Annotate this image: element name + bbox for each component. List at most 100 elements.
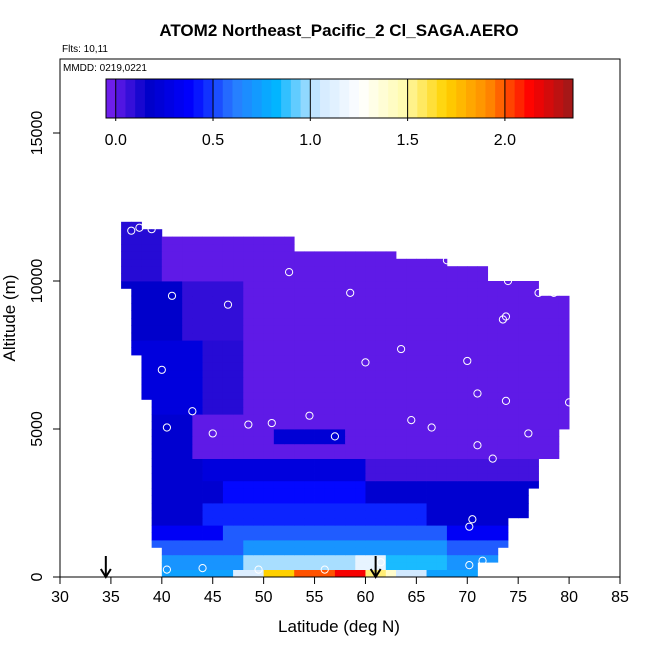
heatmap-cell: [518, 458, 529, 467]
heatmap-cell: [406, 369, 417, 378]
heatmap-cell: [487, 517, 499, 526]
heatmap-cell: [457, 288, 468, 297]
heatmap-cell: [518, 392, 529, 400]
sample-point: [361, 358, 370, 367]
heatmap-cell: [426, 281, 438, 289]
colorbar-cell: [222, 79, 233, 118]
heatmap-cell: [436, 303, 448, 311]
heatmap-cell: [243, 325, 254, 334]
heatmap-cell: [396, 377, 407, 385]
heatmap-cell: [508, 384, 519, 393]
heatmap-cell: [324, 281, 336, 289]
heatmap-cell: [457, 281, 468, 289]
sample-point: [284, 268, 294, 277]
heatmap-cell: [396, 325, 407, 334]
heatmap-cell: [131, 310, 142, 319]
heatmap-cell: [334, 377, 346, 385]
heatmap-cell: [436, 384, 448, 393]
heatmap-cell: [222, 451, 234, 459]
heatmap-cell: [284, 517, 295, 526]
heatmap-cell: [141, 273, 153, 282]
heatmap-cell: [233, 244, 244, 252]
heatmap-cell: [416, 480, 427, 489]
heatmap-cell: [222, 562, 234, 570]
heatmap-cell: [284, 295, 295, 304]
heatmap-cell: [284, 355, 295, 363]
heatmap-cell: [406, 495, 417, 504]
heatmap-cell: [212, 525, 224, 533]
heatmap-cell: [253, 362, 265, 371]
colorbar-cell: [524, 79, 535, 118]
heatmap-cell: [385, 318, 397, 326]
colorbar-cell: [144, 79, 156, 118]
heatmap-cell: [518, 473, 529, 482]
heatmap-cell: [538, 303, 550, 311]
heatmap-cell: [202, 347, 214, 356]
heatmap-cell: [253, 258, 265, 267]
heatmap-cell: [355, 473, 366, 482]
heatmap-cell: [477, 429, 489, 437]
heatmap-cell: [538, 414, 550, 422]
heatmap-cell: [222, 318, 234, 326]
heatmap-cell: [273, 258, 285, 267]
heatmap-cell: [497, 288, 509, 297]
heatmap-cell: [243, 525, 254, 533]
heatmap-cell: [538, 347, 550, 356]
heatmap-cell: [304, 480, 315, 489]
heatmap-cell: [233, 436, 244, 445]
heatmap-cell: [202, 303, 214, 311]
heatmap-cell: [192, 325, 203, 334]
heatmap-cell: [467, 266, 478, 274]
heatmap-cell: [212, 325, 224, 334]
heatmap-cell: [538, 421, 550, 430]
heatmap-cell: [324, 355, 336, 363]
heatmap-cell: [294, 532, 305, 541]
heatmap-cell: [477, 495, 489, 504]
heatmap-cell: [528, 458, 539, 467]
heatmap-cell: [151, 295, 163, 304]
heatmap-cell: [131, 229, 142, 237]
heatmap-cell: [172, 510, 183, 519]
heatmap-cell: [385, 414, 397, 422]
heatmap-cell: [202, 377, 214, 385]
heatmap-cell: [355, 451, 366, 459]
heatmap-cell: [385, 554, 397, 563]
heatmap-cell: [416, 429, 427, 437]
heatmap-cell: [396, 451, 407, 459]
heatmap-cell: [182, 244, 193, 252]
heatmap-cell: [497, 392, 509, 400]
colorbar-tick-label: 0.0: [105, 132, 127, 149]
heatmap-cell: [375, 303, 387, 311]
heatmap-cell: [233, 273, 244, 282]
heatmap-cell: [355, 414, 366, 422]
heatmap-cell: [558, 414, 570, 422]
heatmap-cell: [161, 495, 173, 504]
heatmap-cell: [324, 251, 336, 260]
heatmap-cell: [528, 288, 539, 297]
sample-point: [135, 223, 144, 232]
heatmap-cell: [284, 236, 295, 245]
heatmap-cell: [212, 429, 224, 437]
sample-point: [330, 432, 340, 441]
heatmap-cell: [151, 318, 163, 326]
heatmap-cell: [446, 273, 458, 282]
sample-point: [564, 398, 574, 407]
heatmap-cell: [446, 421, 458, 430]
heatmap-cell: [212, 392, 224, 400]
heatmap-cell: [355, 288, 366, 297]
heatmap-cell: [161, 421, 173, 430]
heatmap-cell: [192, 258, 203, 267]
heatmap-cell: [172, 303, 183, 311]
heatmap-cell: [222, 554, 234, 563]
y-tick-label: 0: [29, 572, 46, 581]
heatmap-cell: [334, 251, 346, 260]
heatmap-cell: [284, 281, 295, 289]
heatmap-cell: [436, 532, 448, 541]
heatmap-cell: [365, 318, 377, 326]
heatmap-cell: [161, 340, 173, 348]
heatmap-cell: [538, 340, 550, 348]
heatmap-cell: [334, 458, 346, 467]
heatmap-cell: [334, 547, 346, 556]
heatmap-cell: [273, 547, 285, 556]
heatmap-cell: [253, 369, 265, 378]
